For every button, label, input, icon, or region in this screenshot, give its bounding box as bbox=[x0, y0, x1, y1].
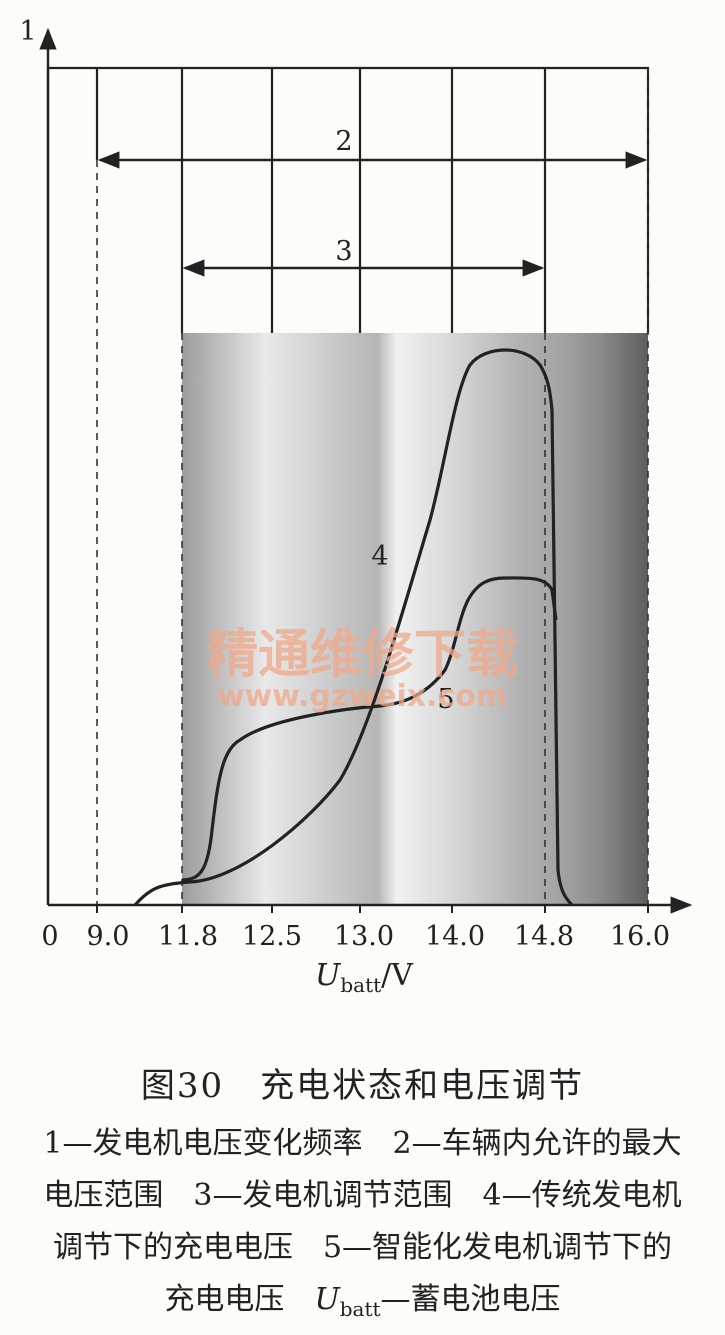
dashed-guides bbox=[96, 68, 649, 905]
y-axis-label: 1 bbox=[19, 16, 36, 47]
x-ticks bbox=[96, 905, 649, 913]
figure-title: 图30 充电状态和电压调节 bbox=[140, 1066, 585, 1106]
svg-text:精通维修下载: 精通维修下载 bbox=[206, 624, 518, 685]
x-axis-label: Ubatt/V bbox=[315, 958, 414, 997]
watermark: 精通维修下载 www.gzweix.com bbox=[206, 624, 518, 714]
range-label-2: 2 bbox=[335, 126, 352, 157]
x-tick-label-16-0: 16.0 bbox=[610, 921, 670, 952]
chart: 2 3 1 0 9.0 11.8 12.5 13.0 14.0 14.8 16.… bbox=[19, 16, 693, 997]
series-label-5: 5 bbox=[437, 684, 454, 715]
caption-line-3: 调节下的充电电压 5—智能化发电机调节下的 bbox=[52, 1230, 673, 1265]
caption-line-1: 1—发电机电压变化频率 2—车辆内允许的最大 bbox=[43, 1126, 682, 1161]
series-line-5 bbox=[181, 576, 558, 882]
shaded-region bbox=[182, 333, 648, 905]
caption-line-4-prefix: 充电电压 bbox=[164, 1282, 315, 1317]
caption-line-2: 电压范围 3—发电机调节范围 4—传统发电机 bbox=[43, 1178, 682, 1213]
x-tick-label-13-0: 13.0 bbox=[334, 921, 394, 952]
series-line-4 bbox=[133, 348, 574, 907]
x-tick-label-11-8: 11.8 bbox=[158, 921, 218, 952]
svg-text:www.gzweix.com: www.gzweix.com bbox=[217, 679, 507, 714]
x-tick-label-0: 0 bbox=[41, 921, 58, 952]
x-tick-label-9-0: 9.0 bbox=[87, 921, 130, 952]
caption-line-4-suffix: —蓄电池电压 bbox=[380, 1282, 561, 1317]
caption-ubatt-symbol: U bbox=[314, 1282, 340, 1317]
caption-line-4: 充电电压 Ubatt—蓄电池电压 bbox=[0, 1274, 725, 1321]
x-tick-label-12-5: 12.5 bbox=[242, 921, 302, 952]
range-label-3: 3 bbox=[335, 236, 352, 267]
frequency-verticals bbox=[95, 68, 547, 333]
series-label-4: 4 bbox=[371, 541, 388, 572]
x-tick-label-14-0: 14.0 bbox=[425, 921, 485, 952]
x-tick-label-14-8: 14.8 bbox=[514, 921, 574, 952]
caption-ubatt-subscript: batt bbox=[339, 1297, 381, 1321]
